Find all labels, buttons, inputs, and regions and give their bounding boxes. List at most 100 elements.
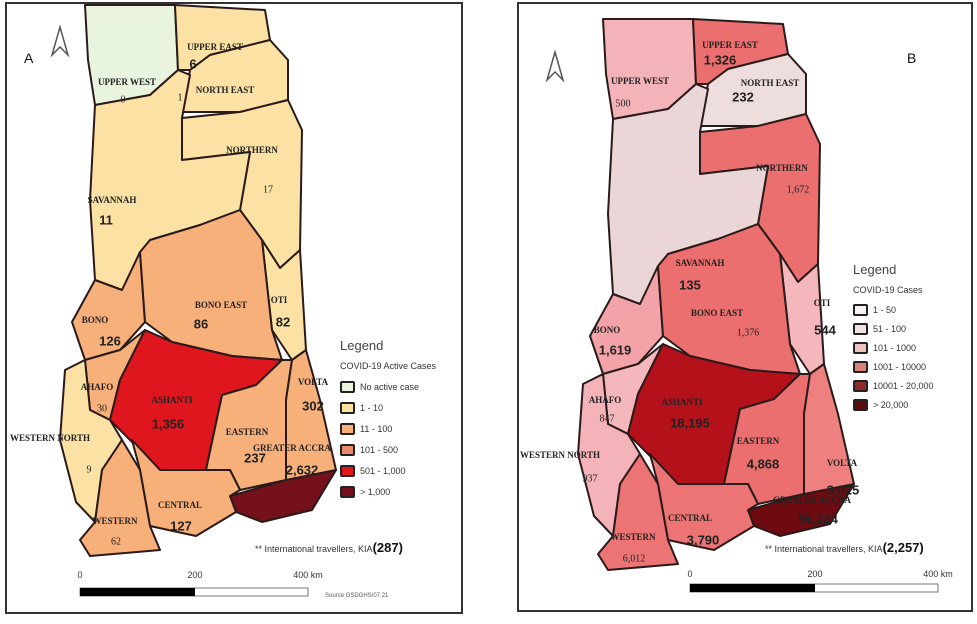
region-volta: [285, 349, 337, 481]
region-name-label: UPPER EAST: [702, 40, 758, 50]
international-travellers-note: ** International travellers, KIA(287): [255, 540, 403, 555]
region-western: [597, 453, 679, 571]
scale-label: 0: [77, 570, 83, 580]
scale-bar-filled: [690, 584, 815, 592]
region-value-label: 86: [193, 316, 209, 332]
panel-letter: A: [24, 50, 34, 66]
region-value-label: 126: [99, 333, 121, 349]
region-name-label: ASHANTI: [661, 397, 703, 407]
region-name-label: GREATER ACCRA: [772, 495, 852, 505]
legend-swatch: [340, 422, 355, 435]
region-value-label: 847: [599, 413, 615, 425]
scale-label: 400 km: [923, 569, 953, 579]
region-name-label: VOLTA: [297, 377, 329, 387]
region-volta: [803, 363, 855, 495]
region-name-label: NORTH EAST: [195, 85, 255, 95]
legend-swatch: [340, 401, 355, 414]
panel-letter: B: [907, 50, 917, 66]
legend-item: 1 - 10: [340, 397, 436, 418]
legend-item: 501 - 1,000: [340, 460, 436, 481]
legend-item: > 20,000: [853, 395, 934, 414]
legend-subtitle: COVID-19 Cases: [853, 285, 923, 295]
region-name-label: UPPER WEST: [97, 77, 157, 87]
note-value: (287): [372, 540, 403, 555]
legend-label: 101 - 500: [360, 444, 399, 455]
legend: Legend COVID-19 Active Cases No active cas…: [340, 338, 436, 502]
legend-swatch: [340, 443, 355, 456]
map-b: [577, 18, 855, 571]
scale-label: 400 km: [293, 570, 323, 580]
region-name-label: ASHANTI: [151, 395, 193, 405]
north-arrow-icon: [545, 49, 565, 83]
region-name-label: WESTERN: [92, 516, 138, 526]
legend-swatch: [853, 360, 868, 373]
region-name-label: WESTERN NORTH: [520, 450, 600, 460]
region-value-label: 18,195: [670, 415, 710, 431]
region-name-label: CENTRAL: [157, 500, 203, 510]
legend-title: Legend: [340, 338, 384, 353]
legend-item: 1001 - 10000: [853, 357, 934, 376]
legend-title: Legend: [853, 262, 897, 277]
region-bono-east: [139, 209, 283, 361]
map-a: [59, 4, 337, 557]
region-name-label: VOLTA: [826, 458, 858, 468]
region-value-label: 1,326: [703, 52, 737, 68]
region-name-label: UPPER WEST: [610, 76, 670, 86]
region-value-label: 544: [814, 322, 836, 338]
region-name-label: AHAFO: [80, 382, 114, 392]
legend-item: 1 - 50: [853, 300, 934, 319]
legend-swatch: [340, 380, 355, 393]
region-name-label: OTI: [270, 295, 288, 305]
region-value-label: 237: [244, 450, 266, 466]
north-arrow-icon: [50, 24, 70, 58]
region-value-label: 11: [99, 212, 113, 228]
legend-label: > 20,000: [873, 399, 909, 410]
region-value-label: 30: [97, 403, 107, 415]
international-travellers-note: ** International travellers, KIA(2,257): [765, 540, 924, 555]
scale-label: 200: [187, 570, 203, 580]
region-value-label: 6: [189, 56, 197, 72]
legend-label: 101 - 1000: [873, 342, 917, 353]
note-text: ** International travellers, KIA: [765, 544, 883, 554]
legend-item: 51 - 100: [853, 319, 934, 338]
region-value-label: 1,376: [736, 327, 760, 339]
scale-label: 0: [687, 569, 693, 579]
legend-swatch: [853, 398, 868, 411]
legend-subtitle: COVID-19 Active Cases: [340, 361, 437, 371]
region-name-label: AHAFO: [588, 395, 622, 405]
legend-label: 1 - 10: [360, 402, 384, 413]
region-eastern: [723, 373, 811, 505]
note-value: (2,257): [882, 540, 924, 555]
legend-item: 10001 - 20,000: [853, 376, 934, 395]
legend-item: > 1,000: [340, 481, 436, 502]
legend-swatch: [853, 379, 868, 392]
region-bono: [71, 251, 146, 361]
region-western: [79, 439, 161, 557]
region-value-label: 0: [120, 94, 126, 106]
region-name-label: NORTHERN: [756, 163, 808, 173]
legend-item: No active case: [340, 376, 436, 397]
region-name-label: CENTRAL: [667, 513, 713, 523]
region-value-label: 302: [302, 398, 324, 414]
region-value-label: 82: [275, 314, 291, 330]
region-name-label: BONO EAST: [690, 308, 744, 318]
legend-swatch: [853, 322, 868, 335]
region-name-label: UPPER EAST: [187, 42, 243, 52]
region-name-label: OTI: [813, 298, 831, 308]
legend-label: 10001 - 20,000: [873, 380, 934, 391]
region-value-label: 3,790: [686, 532, 720, 548]
legend-swatch: [853, 303, 868, 316]
legend: Legend COVID-19 Cases 1 - 50 51 - 100 101 - …: [853, 262, 934, 414]
region-value-label: 1,619: [598, 342, 632, 358]
region-value-label: 1,672: [786, 184, 810, 196]
region-value-label: 17: [263, 184, 273, 196]
legend-label: 501 - 1,000: [360, 465, 406, 476]
region-value-label: 135: [679, 277, 701, 293]
region-name-label: BONO: [81, 315, 109, 325]
region-value-label: 9: [86, 464, 92, 476]
region-name-label: SAVANNAH: [675, 258, 725, 268]
region-value-label: 62: [111, 536, 121, 548]
panel-b-frame: [517, 2, 973, 612]
region-name-label: BONO: [593, 325, 621, 335]
panel-a-frame: [5, 2, 463, 614]
